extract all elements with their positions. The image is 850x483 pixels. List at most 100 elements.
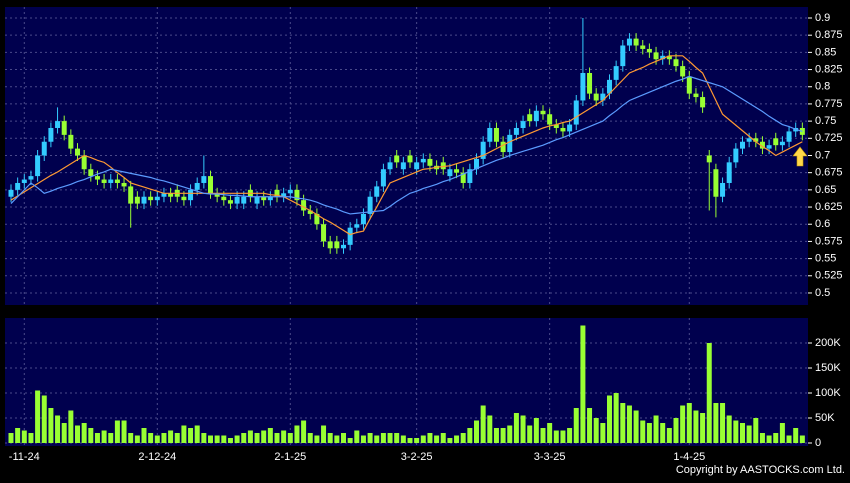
volume-bar: [773, 433, 779, 443]
candle-body: [520, 121, 526, 128]
plot-layer: 0.5 0.525 0.55 0.575 0.6 0.625 0.65 0.675 0.7 0.7…: [5, 7, 843, 463]
volume-bar: [387, 433, 393, 443]
candle-body: [188, 189, 194, 201]
volume-bar: [41, 395, 47, 443]
candle-body: [48, 127, 54, 142]
candle-body: [400, 162, 406, 170]
volume-bar: [520, 415, 526, 443]
candle-body: [620, 45, 626, 67]
volume-bar: [440, 433, 446, 443]
volume-bar: [726, 415, 732, 443]
candle-body: [779, 141, 785, 146]
volume-bar: [427, 433, 433, 443]
volume-bar: [154, 435, 160, 443]
y-tick-label: 0.575: [815, 235, 843, 247]
volume-bar: [234, 435, 240, 443]
candle-body: [8, 189, 14, 197]
y-tick-label: 0.875: [815, 29, 843, 41]
volume-bar: [434, 435, 440, 443]
candle-body: [327, 241, 333, 249]
candle-body: [726, 162, 732, 183]
candle-body: [613, 66, 619, 80]
volume-bar: [759, 433, 765, 443]
volume-bar: [194, 425, 200, 443]
volume-bar: [68, 410, 74, 443]
volume-bar: [593, 418, 599, 443]
candle-body: [21, 179, 27, 183]
candle-body: [227, 200, 233, 204]
volume-bar: [474, 420, 479, 443]
candle-body: [108, 179, 114, 183]
candle-body: [141, 196, 147, 204]
candle-body: [587, 72, 593, 94]
candle-body: [553, 124, 559, 128]
volume-bar: [706, 343, 712, 443]
volume-bar: [148, 433, 154, 443]
candle-body: [567, 124, 573, 132]
volume-bar: [573, 408, 579, 443]
y-tick-label: 0.7: [815, 149, 830, 161]
candle-body: [713, 169, 719, 197]
candle-body: [287, 189, 293, 194]
candle-body: [427, 158, 433, 166]
y-tick-label: 150K: [815, 362, 841, 374]
volume-bar: [414, 438, 420, 443]
volume-bar: [613, 393, 619, 443]
marker-arrow: [792, 146, 808, 167]
y-tick-label: 0.775: [815, 98, 843, 110]
candle-body: [307, 210, 313, 214]
volume-bar: [8, 433, 14, 443]
volume-bar: [693, 410, 699, 443]
candle-body: [61, 121, 67, 135]
volume-bar: [394, 433, 400, 443]
volume-bar: [227, 438, 233, 443]
candle-body: [28, 176, 34, 180]
y-tick-label: 0.8: [815, 81, 830, 93]
volume-bar: [15, 428, 21, 443]
candle-body: [168, 193, 174, 197]
candle-body: [15, 182, 21, 190]
candle-body: [759, 141, 765, 149]
candle-body: [666, 55, 672, 60]
candle-body: [360, 213, 366, 225]
candle-body: [41, 141, 47, 156]
candle-body: [460, 172, 466, 183]
candle-body: [640, 45, 646, 49]
candle-body: [746, 138, 752, 142]
y-tick-label: 0.65: [815, 184, 836, 196]
volume-bar: [48, 408, 54, 443]
volume-bar: [646, 423, 652, 443]
y-tick-label: 0.675: [815, 167, 843, 179]
candle-body: [420, 158, 426, 163]
volume-bar: [121, 420, 127, 443]
candle-body: [686, 76, 692, 94]
volume-bar: [35, 390, 41, 443]
volume-bar: [633, 410, 639, 443]
candle-body: [507, 134, 513, 153]
y-tick-label: 0.825: [815, 63, 843, 75]
volume-bar: [134, 435, 140, 443]
volume-bar: [28, 433, 34, 443]
candle-body: [573, 100, 579, 125]
volume-bar: [560, 430, 566, 443]
volume-bar: [567, 428, 573, 443]
price-panel: [5, 7, 808, 305]
volume-bar: [720, 403, 726, 443]
volume-bar: [181, 425, 187, 443]
candle-body: [128, 186, 134, 204]
candle-body: [341, 244, 346, 249]
y-tick-label: 0: [815, 437, 821, 449]
volume-bar: [141, 428, 147, 443]
volume-bar: [81, 423, 87, 443]
volume-bar: [799, 435, 805, 443]
candle-body: [148, 196, 154, 201]
volume-bar: [626, 405, 632, 443]
volume-bar: [21, 430, 27, 443]
volume-bar: [640, 420, 646, 443]
volume-bar: [347, 438, 353, 443]
x-tick-label: 2-1-25: [274, 451, 306, 463]
volume-bar: [168, 430, 174, 443]
candle-body: [314, 213, 320, 225]
volume-bar: [779, 423, 785, 443]
volume-bar: [547, 423, 553, 443]
